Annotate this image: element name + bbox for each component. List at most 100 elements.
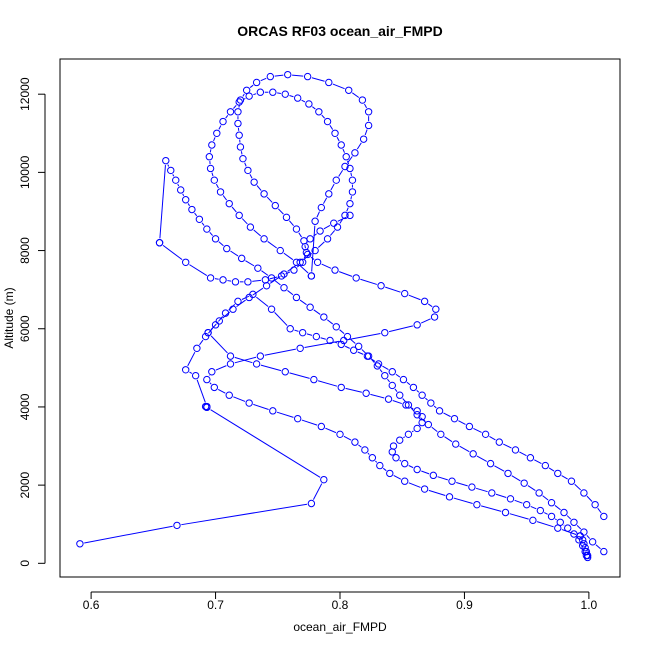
series-segment	[317, 241, 325, 248]
series-segment	[586, 495, 593, 502]
data-point	[581, 543, 589, 552]
series-segment	[252, 279, 262, 282]
series-segment	[433, 405, 437, 409]
y-axis: 0 2000 4000 6000 8000 10000 12000	[18, 77, 46, 567]
data-point	[343, 332, 352, 341]
series-segment	[364, 129, 368, 136]
data-point	[420, 297, 429, 306]
data-point	[340, 336, 348, 345]
data-point	[280, 284, 288, 292]
data-point	[413, 411, 421, 419]
data-point	[167, 166, 175, 175]
data-point	[177, 186, 185, 194]
data-point	[261, 276, 270, 284]
data-point	[511, 446, 520, 454]
data-point	[332, 323, 340, 331]
series-segment	[241, 218, 248, 225]
data-point	[267, 305, 276, 313]
series-segment	[339, 218, 344, 224]
data-point	[211, 321, 220, 329]
series-segment	[495, 493, 507, 498]
data-point	[292, 258, 301, 266]
data-point	[346, 199, 354, 208]
data-point	[188, 205, 196, 214]
series-segment	[395, 373, 401, 378]
series-segment	[350, 172, 353, 176]
series-segment	[233, 396, 246, 402]
series-segment	[332, 83, 345, 90]
data-point	[567, 477, 576, 485]
series-segment	[361, 349, 366, 354]
data-point	[547, 512, 556, 521]
series-segment	[289, 95, 294, 98]
series-segment	[253, 403, 269, 410]
series-segment	[382, 365, 389, 371]
series-segment	[253, 93, 257, 96]
data-point	[388, 368, 396, 376]
data-point	[424, 420, 433, 429]
series-segment	[209, 382, 212, 385]
series-segment	[534, 459, 542, 464]
series-segment	[586, 534, 591, 539]
data-point	[430, 313, 439, 321]
series-segment	[211, 172, 214, 177]
data-point	[536, 506, 545, 515]
series-segment	[240, 151, 243, 155]
series-segment	[428, 489, 446, 497]
series-segment	[287, 264, 297, 272]
data-point	[237, 254, 246, 263]
series-segment	[249, 174, 253, 179]
data-point	[389, 442, 398, 450]
data-point	[226, 352, 235, 360]
data-point	[358, 96, 367, 104]
data-point	[364, 121, 373, 130]
data-point	[172, 176, 180, 184]
series-segment	[201, 222, 205, 226]
data-point	[223, 244, 231, 253]
data-point	[292, 293, 301, 302]
series-segment	[408, 294, 421, 301]
series-segment	[266, 196, 273, 203]
y-tick-label: 8000	[18, 237, 32, 264]
series-segment	[576, 524, 582, 530]
data-point	[225, 391, 233, 399]
data-point	[418, 391, 426, 399]
data-point	[588, 538, 597, 546]
data-point	[181, 196, 190, 204]
data-point	[245, 293, 253, 302]
data-point	[465, 422, 474, 431]
data-point	[570, 518, 578, 526]
data-point	[348, 176, 357, 184]
series-segment	[217, 388, 226, 394]
y-tick-label: 6000	[18, 315, 32, 342]
data-point	[313, 258, 322, 266]
data-point	[381, 328, 389, 337]
series-segment	[388, 325, 413, 333]
data-point	[206, 274, 215, 282]
series-segment	[218, 125, 222, 130]
series-segment	[458, 420, 466, 425]
series-segment	[210, 323, 217, 330]
data-point	[377, 282, 385, 290]
data-point	[293, 414, 302, 423]
series-segment	[408, 465, 414, 469]
series-segment	[274, 280, 281, 286]
data-point	[591, 500, 599, 509]
series-segment	[269, 276, 278, 280]
series-segment	[527, 485, 536, 491]
data-point	[600, 547, 608, 556]
series-segment	[320, 337, 326, 340]
data-point	[277, 272, 286, 280]
series-segment	[346, 207, 349, 212]
data-point	[311, 246, 319, 255]
data-point	[226, 360, 235, 368]
series-segment	[167, 164, 170, 167]
series-segment	[548, 467, 555, 472]
x-tick-label: 0.7	[207, 598, 224, 612]
series-segment	[299, 264, 309, 274]
series-segment	[385, 286, 401, 293]
data-point	[580, 528, 588, 536]
series-segment	[241, 295, 250, 300]
data-point	[276, 246, 284, 255]
series-segment	[475, 487, 488, 493]
